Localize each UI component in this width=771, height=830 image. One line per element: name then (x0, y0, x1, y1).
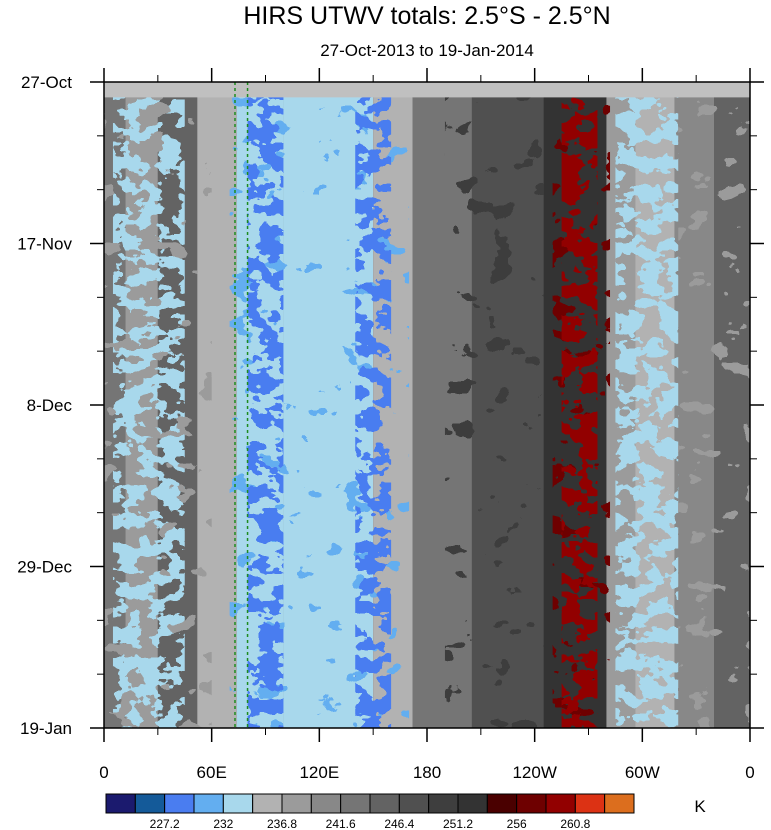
x-tick-label: 60W (625, 763, 660, 782)
blob-2 (283, 82, 356, 728)
colorbar-swatch (574, 793, 606, 814)
x-axis: 0 60E 120E 180 120W 60W 0 (99, 68, 755, 782)
x-tick-label: 0 (745, 763, 754, 782)
x-tick-label: 120W (512, 763, 556, 782)
blob-7 (444, 82, 544, 728)
colorbar-label: 241.6 (326, 817, 356, 830)
colorbar-label: 227.2 (150, 817, 180, 830)
blob-9 (678, 82, 750, 728)
colorbar-swatch (398, 793, 430, 814)
colorbar-label: 251.2 (443, 817, 473, 830)
y-tick-label: 29-Dec (17, 558, 72, 577)
colorbar: 227.2 232 236.8 241.6 246.4 251.2 256 260.8 (105, 793, 635, 830)
colorbar-swatch (486, 793, 518, 814)
colorbar-swatch (457, 793, 488, 814)
y-tick-label: 27-Oct (21, 73, 72, 92)
colorbar-swatch (193, 793, 224, 814)
colorbar-swatch (252, 793, 283, 814)
colorbar-swatch (369, 793, 400, 814)
colorbar-swatch (164, 793, 195, 814)
colorbar-swatch (105, 793, 136, 814)
blob-5 (561, 82, 598, 728)
colorbar-swatch (134, 793, 166, 814)
x-tick-label: 60E (197, 763, 227, 782)
missing-data-band (104, 82, 750, 98)
colorbar-swatch (604, 793, 635, 814)
colorbar-swatch (428, 793, 459, 814)
y-tick-label: 17-Nov (17, 235, 72, 254)
x-tick-label: 0 (99, 763, 108, 782)
colorbar-swatch (222, 793, 254, 814)
blob-6 (615, 82, 679, 728)
colorbar-label: 260.8 (560, 817, 590, 830)
plot-area (104, 82, 750, 728)
blob-8 (104, 82, 212, 728)
colorbar-label: 246.4 (384, 817, 414, 830)
colorbar-swatch (545, 793, 576, 814)
x-tick-label: 120E (299, 763, 339, 782)
contour-blobs (104, 82, 750, 728)
colorbar-label: 232 (213, 817, 233, 830)
colorbar-swatch (340, 793, 371, 814)
colorbar-label: 256 (507, 817, 527, 830)
chart-title: HIRS UTWV totals: 2.5°S - 2.5°N (243, 2, 610, 30)
y-tick-label: 8-Dec (27, 396, 73, 415)
colorbar-swatch (516, 793, 547, 814)
colorbar-label: 236.8 (267, 817, 297, 830)
colorbar-swatch (281, 793, 312, 814)
colorbar-unit: K (694, 797, 706, 816)
colorbar-swatch (310, 793, 342, 814)
x-tick-label: 180 (413, 763, 441, 782)
chart-subtitle: 27-Oct-2013 to 19-Jan-2014 (320, 41, 534, 60)
y-tick-label: 19-Jan (20, 719, 72, 738)
y-axis: 27-Oct 17-Nov 8-Dec 29-Dec 19-Jan (17, 73, 764, 738)
